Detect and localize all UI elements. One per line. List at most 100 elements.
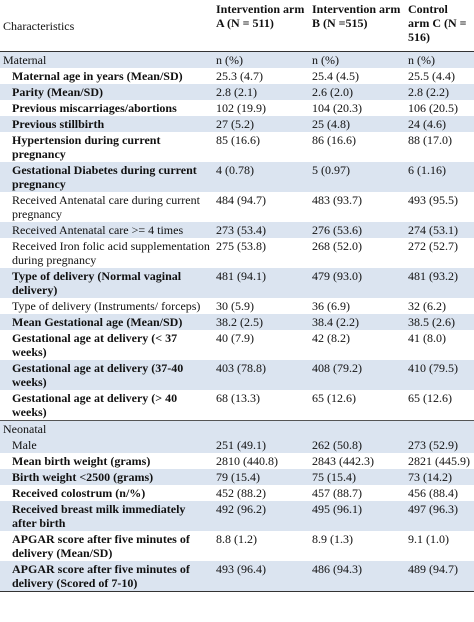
data-row: Maternal age in years (Mean/SD) 25.3 (4.7…: [0, 68, 474, 84]
data-row: Mean birth weight (grams) 2810 (440.8) 284…: [0, 453, 474, 469]
row-label: Gestational Diabetes during current preg…: [0, 162, 213, 192]
value-cell: 73 (14.2): [405, 469, 474, 485]
data-row: Gestational age at delivery (< 37 weeks)…: [0, 330, 474, 360]
row-label: APGAR score after five minutes of delive…: [0, 561, 213, 592]
characteristics-table: Characteristics Intervention arm A (N = 5…: [0, 0, 474, 592]
row-label: Parity (Mean/SD): [0, 84, 213, 100]
value-cell: 106 (20.5): [408, 101, 458, 115]
value-cell: 36 (6.9): [312, 299, 350, 313]
row-label: Previous stillbirth: [0, 116, 213, 132]
header-cell: Intervention arm A (N = 511): [213, 0, 309, 52]
table-body: Maternal n (%) n (%) n (%) Maternal age in y…: [0, 51, 474, 592]
value-cell: 68 (13.3): [216, 391, 260, 405]
value-cell: 41 (8.0): [408, 331, 446, 345]
data-row: Birth weight <2500 (grams) 79 (15.4) 75 (1…: [0, 469, 474, 485]
section-cell: [213, 420, 309, 437]
row-label: Mean birth weight (grams): [12, 454, 151, 468]
row-label: Previous miscarriages/abortions: [12, 101, 177, 115]
value-cell: 403 (78.8): [213, 360, 309, 390]
value-cell: 262 (50.8): [309, 437, 405, 453]
value-cell: 27 (5.2): [213, 116, 309, 132]
value-cell: 483 (93.7): [312, 193, 362, 207]
value-cell: 457 (88.7): [312, 486, 362, 500]
section-cell: n (%): [213, 51, 309, 68]
value-cell: 497 (96.3): [405, 501, 474, 531]
value-cell: 268 (52.0): [312, 239, 362, 253]
value-cell: 274 (53.1): [405, 222, 474, 238]
value-cell: 102 (19.9): [216, 101, 266, 115]
value-cell: 8.9 (1.3): [312, 532, 353, 546]
row-label: Received breast milk immediately after b…: [0, 501, 213, 531]
data-row: Previous miscarriages/abortions 102 (19.9…: [0, 100, 474, 116]
value-cell: 479 (93.0): [309, 268, 405, 298]
value-cell: 2.8 (2.2): [405, 84, 474, 100]
value-cell: 493 (96.4): [213, 561, 309, 592]
row-label: Received Iron folic acid supplementation…: [12, 239, 210, 267]
value-cell: 452 (88.2): [216, 486, 266, 500]
value-cell: 85 (16.6): [216, 133, 260, 147]
value-cell: 489 (94.7): [405, 561, 474, 592]
data-row: Male 251 (49.1) 262 (50.8) 273 (52.9): [0, 437, 474, 453]
value-cell: 75 (15.4): [309, 469, 405, 485]
row-label: Hypertension during current pregnancy: [12, 133, 161, 161]
value-cell: 4 (0.78): [213, 162, 309, 192]
data-row: Gestational age at delivery (> 40 weeks)…: [0, 390, 474, 421]
value-cell: 495 (96.1): [309, 501, 405, 531]
row-label: Received Antenatal care during current p…: [12, 193, 200, 221]
value-cell: 481 (94.1): [213, 268, 309, 298]
value-cell: 79 (15.4): [213, 469, 309, 485]
data-row: Received breast milk immediately after b…: [0, 501, 474, 531]
value-cell: 275 (53.8): [216, 239, 266, 253]
value-cell: 492 (96.2): [213, 501, 309, 531]
section-row: Maternal n (%) n (%) n (%): [0, 51, 474, 68]
row-label: Maternal age in years (Mean/SD): [12, 69, 183, 83]
data-row: Received Antenatal care >= 4 times 273 (5…: [0, 222, 474, 238]
row-label: APGAR score after five minutes of delive…: [12, 532, 190, 560]
data-row: Mean Gestational age (Mean/SD) 38.2 (2.5)…: [0, 314, 474, 330]
row-label: Type of delivery (Instruments/ forceps): [12, 299, 201, 313]
value-cell: 493 (95.5): [408, 193, 458, 207]
header-cell: Characteristics: [0, 0, 213, 52]
section-row: Neonatal: [0, 420, 474, 437]
value-cell: 484 (94.7): [216, 193, 266, 207]
value-cell: 24 (4.6): [405, 116, 474, 132]
data-row: Received Antenatal care during current p…: [0, 192, 474, 222]
row-label: Male: [0, 437, 213, 453]
value-cell: 2810 (440.8): [216, 454, 278, 468]
row-label: Received colostrum (n/%): [12, 486, 146, 500]
value-cell: 38.4 (2.2): [309, 314, 405, 330]
value-cell: 32 (6.2): [408, 299, 446, 313]
value-cell: 6 (1.16): [405, 162, 474, 192]
value-cell: 42 (8.2): [312, 331, 350, 345]
row-label: Birth weight <2500 (grams): [0, 469, 213, 485]
table-header: Characteristics Intervention arm A (N = 5…: [0, 0, 474, 52]
value-cell: 486 (94.3): [309, 561, 405, 592]
value-cell: 25.5 (4.4): [408, 69, 455, 83]
value-cell: 273 (53.4): [213, 222, 309, 238]
value-cell: 88 (17.0): [408, 133, 452, 147]
data-row: Gestational age at delivery (37-40 weeks…: [0, 360, 474, 390]
value-cell: 2.6 (2.0): [309, 84, 405, 100]
value-cell: 25.3 (4.7): [216, 69, 263, 83]
value-cell: 86 (16.6): [312, 133, 356, 147]
value-cell: 30 (5.9): [216, 299, 254, 313]
row-label: Gestational age at delivery (> 40 weeks): [12, 391, 178, 419]
data-row: Type of delivery (Instruments/ forceps) 3…: [0, 298, 474, 314]
section-cell: Neonatal: [0, 420, 213, 437]
section-cell: [405, 420, 474, 437]
value-cell: 8.8 (1.2): [216, 532, 257, 546]
value-cell: 65 (12.6): [312, 391, 356, 405]
row-label: Gestational age at delivery (< 37 weeks): [12, 331, 178, 359]
value-cell: 40 (7.9): [216, 331, 254, 345]
value-cell: 38.2 (2.5): [213, 314, 309, 330]
data-row: Received colostrum (n/%) 452 (88.2) 457 (8…: [0, 485, 474, 501]
data-row: Previous stillbirth 27 (5.2) 25 (4.8) 24 (4…: [0, 116, 474, 132]
value-cell: 408 (79.2): [309, 360, 405, 390]
data-row: APGAR score after five minutes of delive…: [0, 561, 474, 592]
value-cell: 481 (93.2): [405, 268, 474, 298]
value-cell: 456 (88.4): [408, 486, 458, 500]
row-label: Received Antenatal care >= 4 times: [0, 222, 213, 238]
value-cell: 38.5 (2.6): [405, 314, 474, 330]
section-cell: n (%): [405, 51, 474, 68]
